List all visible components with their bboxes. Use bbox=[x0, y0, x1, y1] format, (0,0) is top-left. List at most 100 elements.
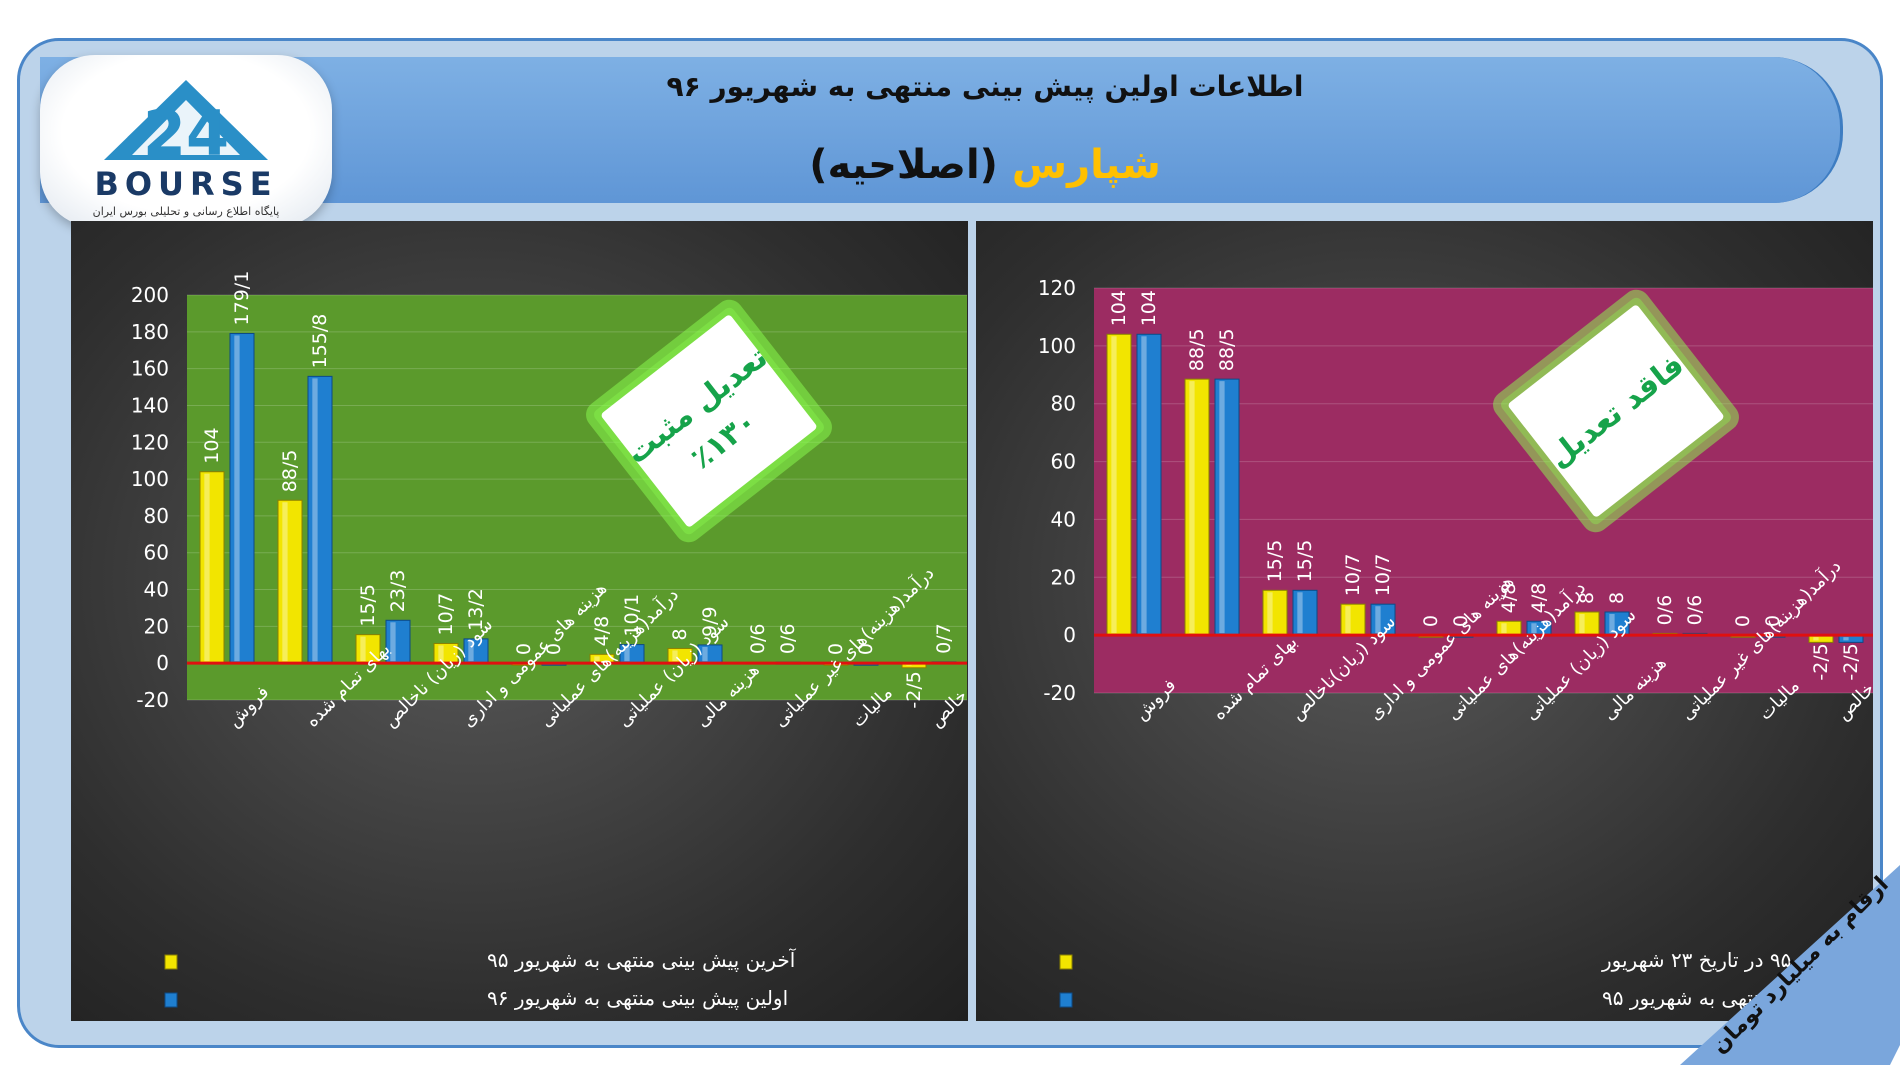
data-label: 4/8 bbox=[1528, 583, 1550, 614]
legend-label: آخرین پیش بینی منتهی به شهریور ۹۵ bbox=[487, 947, 797, 973]
y-tick-label: 80 bbox=[1051, 392, 1076, 416]
bar-highlight bbox=[1579, 614, 1585, 634]
logo-tagline: پایگاه اطلاع رسانی و تحلیلی بورس ایران bbox=[93, 205, 280, 218]
y-tick-label: -20 bbox=[1043, 681, 1076, 705]
data-label: -2/5 bbox=[903, 671, 925, 708]
data-label: -2/5 bbox=[1840, 643, 1862, 680]
data-label: 0 bbox=[825, 643, 847, 655]
data-label: 88/5 bbox=[279, 450, 301, 493]
y-tick-label: 60 bbox=[1051, 450, 1076, 474]
logo-graphic: 24 BOURSE پایگاه اطلاع رسانی و تحلیلی بو… bbox=[93, 80, 280, 218]
bar-yellow bbox=[1184, 378, 1210, 636]
y-tick-label: 180 bbox=[131, 320, 169, 344]
data-label: 88/5 bbox=[1216, 328, 1238, 371]
data-label: 0/6 bbox=[1654, 595, 1676, 626]
legend-swatch-blue bbox=[1059, 992, 1073, 1008]
data-label: 0/6 bbox=[777, 623, 799, 654]
bar-blue bbox=[307, 375, 333, 664]
bar-highlight bbox=[672, 650, 678, 662]
y-tick-label: 40 bbox=[144, 578, 169, 602]
bar-highlight bbox=[624, 646, 630, 662]
y-tick-label: 40 bbox=[1051, 507, 1076, 531]
legend-label: پیش بینی منتشر شده منتهی به شهریور ۹۵ در… bbox=[1601, 948, 1873, 973]
badge: تعدیل مثبت٪۱۳۰ bbox=[586, 299, 832, 543]
data-label: 10/7 bbox=[435, 593, 457, 636]
y-tick-label: 0 bbox=[156, 651, 169, 675]
y-tick-label: 120 bbox=[1038, 276, 1076, 300]
bar-highlight bbox=[1843, 637, 1849, 641]
header-banner bbox=[40, 57, 1843, 203]
bar-highlight bbox=[1501, 623, 1507, 634]
bar-highlight bbox=[438, 645, 444, 662]
bar-blue bbox=[1292, 589, 1318, 636]
bar-highlight bbox=[1813, 637, 1819, 641]
legend-label: پیش بینی منتهی به شهریور ۹۵ bbox=[1602, 986, 1854, 1011]
data-label: 0 bbox=[1420, 615, 1442, 627]
data-label: 9/9 bbox=[699, 606, 721, 637]
data-label: 104 bbox=[1108, 290, 1130, 326]
legend-swatch-blue bbox=[164, 992, 178, 1008]
bar-blue bbox=[463, 638, 489, 664]
data-label: 15/5 bbox=[1294, 540, 1316, 583]
company-subtitle: شپارس (اصلاحیه) bbox=[560, 142, 1410, 188]
data-label: 0/7 bbox=[933, 623, 955, 654]
bar-yellow bbox=[1574, 611, 1600, 636]
company-note: (اصلاحیه) bbox=[809, 142, 998, 188]
chart-panel-left: 200 180 160 140 120 100 80 60 40 20 0 -20 104 88/5 15/… bbox=[71, 221, 999, 1021]
bar-yellow bbox=[1340, 603, 1366, 636]
y-tick-label: 20 bbox=[1051, 565, 1076, 589]
bar-yellow bbox=[1262, 589, 1288, 636]
bar-yellow bbox=[199, 471, 225, 664]
data-label: 8 bbox=[1606, 592, 1628, 604]
bar-chart-left: 200180160140120100806040200-2010488/515/… bbox=[131, 271, 999, 1011]
y-tick-label: 20 bbox=[144, 614, 169, 638]
legend-swatch-yellow bbox=[1059, 954, 1073, 970]
bar-highlight bbox=[1345, 606, 1351, 634]
y-tick-label: 140 bbox=[131, 393, 169, 417]
y-tick-label: 100 bbox=[1038, 334, 1076, 358]
bar-highlight bbox=[234, 335, 240, 662]
data-label: 8 bbox=[669, 628, 691, 640]
data-label: 179/1 bbox=[231, 271, 253, 326]
data-label: 10/7 bbox=[1342, 554, 1364, 597]
badge: فاقد تعدیل bbox=[1493, 289, 1739, 533]
data-label: -2/5 bbox=[1810, 643, 1832, 680]
bar-blue bbox=[385, 619, 411, 664]
bourse24-logo: 24 BOURSE پایگاه اطلاع رسانی و تحلیلی بو… bbox=[40, 55, 332, 227]
chart-panel-right: 120 100 80 60 40 20 0 -20 104 88/5 15/5 10/7 0 4/8 8 0/… bbox=[976, 221, 1900, 1021]
badge-card bbox=[601, 315, 817, 527]
y-tick-label: 120 bbox=[131, 430, 169, 454]
bar-highlight bbox=[1189, 381, 1195, 634]
bar-blue bbox=[229, 332, 255, 664]
data-label: 4/8 bbox=[1498, 583, 1520, 614]
y-tick-label: 80 bbox=[144, 504, 169, 528]
data-label: 13/2 bbox=[465, 588, 487, 631]
data-label: 10/7 bbox=[1372, 554, 1394, 597]
logo-brand: BOURSE bbox=[94, 165, 277, 203]
y-tick-label: 160 bbox=[131, 357, 169, 381]
bar-highlight bbox=[1297, 592, 1303, 634]
bar-highlight bbox=[282, 502, 288, 662]
data-label: 155/8 bbox=[309, 314, 331, 369]
bar-highlight bbox=[1141, 336, 1147, 634]
bar-highlight bbox=[1267, 592, 1273, 634]
bar-highlight bbox=[1111, 336, 1117, 634]
bar-highlight bbox=[204, 473, 210, 662]
bar-blue bbox=[1214, 378, 1240, 636]
logo-triangle-inner bbox=[132, 100, 240, 155]
bar-highlight bbox=[1609, 614, 1615, 634]
badge-card bbox=[1508, 305, 1724, 517]
legend-label: اولین پیش بینی منتهی به شهریور ۹۶ bbox=[487, 986, 788, 1011]
bar-highlight bbox=[906, 665, 912, 666]
data-label: 4/8 bbox=[591, 616, 613, 647]
bar-yellow bbox=[1496, 620, 1522, 636]
data-label: 0/6 bbox=[1684, 595, 1706, 626]
bar-yellow bbox=[1106, 333, 1132, 636]
bar-blue bbox=[1136, 333, 1162, 636]
y-tick-label: 100 bbox=[131, 467, 169, 491]
bar-highlight bbox=[1375, 606, 1381, 634]
bar-highlight bbox=[1531, 623, 1537, 634]
data-label: 0 bbox=[543, 643, 565, 655]
data-label: 104 bbox=[201, 427, 223, 463]
